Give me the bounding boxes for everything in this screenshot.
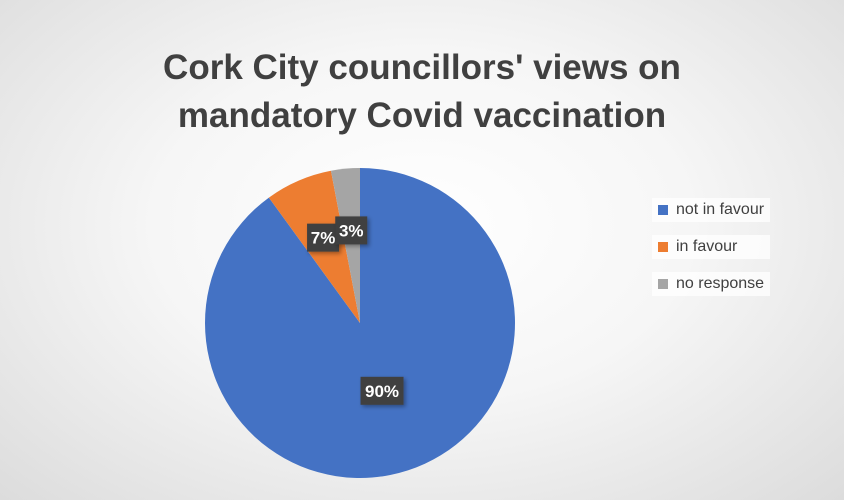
chart-title: Cork City councillors' views on mandator… bbox=[0, 44, 844, 140]
data-label-in-favour: 7% bbox=[307, 223, 340, 252]
data-label-text: 90% bbox=[365, 382, 399, 401]
legend-label-in-favour: in favour bbox=[676, 238, 738, 255]
legend-item-in-favour: in favour bbox=[652, 235, 771, 259]
legend-label-no-response: no response bbox=[676, 275, 765, 292]
data-label-box bbox=[360, 376, 404, 405]
pie-slice-no-response bbox=[330, 168, 360, 323]
legend-swatch-not-in-favour bbox=[658, 205, 668, 215]
data-label-text: 3% bbox=[339, 221, 364, 240]
data-label-text: 7% bbox=[311, 229, 336, 248]
legend-item-no-response: no response bbox=[652, 272, 771, 296]
data-label-box bbox=[307, 223, 340, 252]
legend-swatch-in-favour bbox=[658, 242, 668, 252]
chart-title-line-1: Cork City councillors' views on bbox=[163, 48, 681, 87]
data-label-not-in-favour: 90% bbox=[360, 376, 404, 405]
data-label-no-response: 3% bbox=[335, 216, 368, 245]
legend: not in favour in favour no response bbox=[652, 198, 771, 296]
pie-slice-not-in-favour bbox=[204, 168, 515, 479]
data-label-box bbox=[335, 216, 368, 245]
legend-label-not-in-favour: not in favour bbox=[676, 201, 765, 218]
legend-swatch-no-response bbox=[658, 279, 668, 289]
chart-title-line-2: mandatory Covid vaccination bbox=[177, 96, 667, 135]
legend-item-not-in-favour: not in favour bbox=[652, 198, 771, 222]
